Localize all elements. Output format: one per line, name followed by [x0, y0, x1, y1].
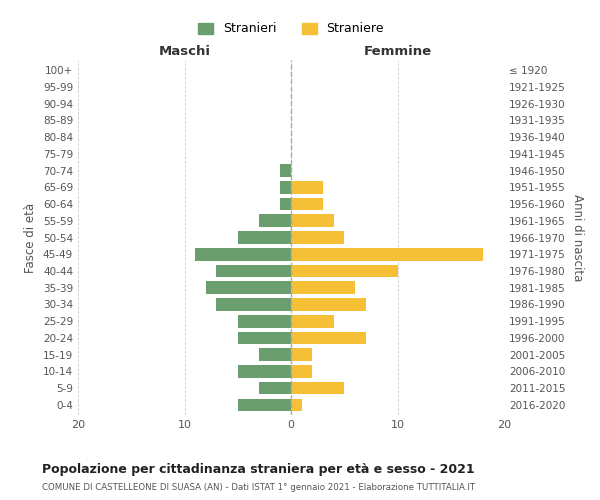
Bar [280, 198, 291, 210]
Y-axis label: Anni di nascita: Anni di nascita [571, 194, 584, 281]
Legend: Stranieri, Straniere: Stranieri, Straniere [193, 18, 389, 40]
Bar [291, 264, 398, 278]
Bar [291, 332, 365, 344]
Bar [291, 365, 313, 378]
Bar [206, 282, 291, 294]
Bar [291, 282, 355, 294]
Bar [291, 231, 344, 244]
Bar [217, 298, 291, 311]
Bar [195, 248, 291, 260]
Text: Femmine: Femmine [364, 46, 431, 59]
Bar [291, 214, 334, 227]
Bar [259, 348, 291, 361]
Text: Popolazione per cittadinanza straniera per età e sesso - 2021: Popolazione per cittadinanza straniera p… [42, 462, 475, 475]
Bar [259, 382, 291, 394]
Bar [280, 164, 291, 177]
Bar [259, 214, 291, 227]
Bar [291, 181, 323, 194]
Bar [291, 248, 483, 260]
Bar [291, 348, 313, 361]
Bar [291, 398, 302, 411]
Bar [280, 181, 291, 194]
Bar [291, 315, 334, 328]
Bar [238, 332, 291, 344]
Bar [238, 315, 291, 328]
Text: Maschi: Maschi [158, 46, 211, 59]
Bar [238, 231, 291, 244]
Bar [291, 298, 365, 311]
Text: COMUNE DI CASTELLEONE DI SUASA (AN) - Dati ISTAT 1° gennaio 2021 - Elaborazione : COMUNE DI CASTELLEONE DI SUASA (AN) - Da… [42, 484, 475, 492]
Y-axis label: Fasce di età: Fasce di età [25, 202, 37, 272]
Bar [238, 398, 291, 411]
Bar [238, 365, 291, 378]
Bar [291, 198, 323, 210]
Bar [291, 382, 344, 394]
Bar [217, 264, 291, 278]
